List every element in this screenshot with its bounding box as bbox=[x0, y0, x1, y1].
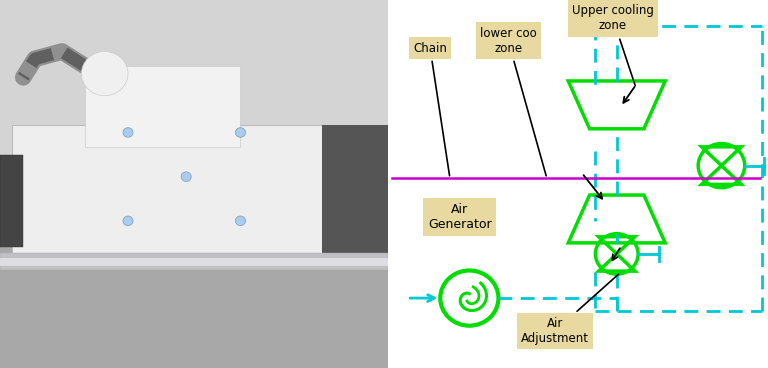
Bar bbox=[12, 125, 322, 258]
Bar bbox=[0, 155, 23, 247]
Circle shape bbox=[123, 128, 133, 137]
Bar bbox=[0, 213, 388, 368]
Text: Upper cooling
zone: Upper cooling zone bbox=[572, 4, 654, 86]
Bar bbox=[322, 125, 388, 258]
Bar bbox=[0, 253, 388, 270]
Bar bbox=[0, 258, 388, 266]
Circle shape bbox=[81, 52, 128, 96]
Text: Air
Adjustment: Air Adjustment bbox=[521, 274, 618, 345]
Circle shape bbox=[181, 172, 191, 181]
Text: Air
Generator: Air Generator bbox=[428, 203, 492, 231]
Text: Chain: Chain bbox=[413, 42, 449, 176]
Bar bbox=[0, 0, 388, 213]
Circle shape bbox=[236, 128, 246, 137]
Bar bbox=[85, 66, 240, 147]
Circle shape bbox=[123, 216, 133, 226]
Text: lower coo
zone: lower coo zone bbox=[480, 26, 546, 176]
Circle shape bbox=[236, 216, 246, 226]
